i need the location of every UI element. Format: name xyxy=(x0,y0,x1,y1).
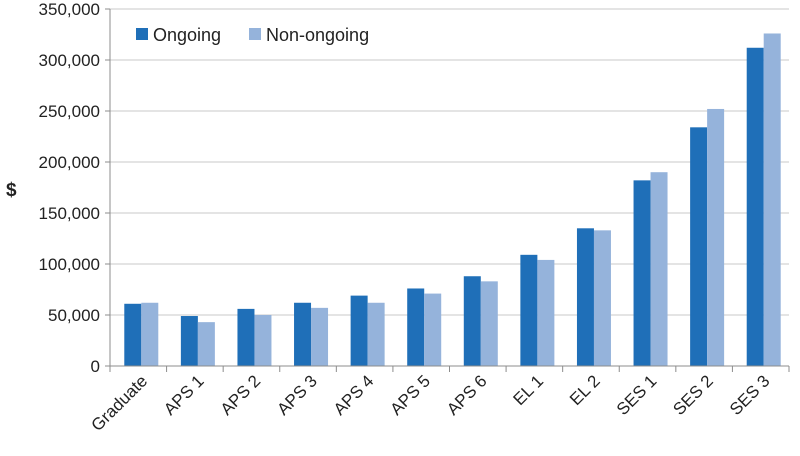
x-tick-label: APS 1 xyxy=(160,371,208,419)
x-tick-label: Graduate xyxy=(88,371,152,435)
axes xyxy=(105,8,790,372)
x-tick-label: APS 2 xyxy=(217,371,265,419)
y-tick-label: 0 xyxy=(91,357,100,376)
bar-ongoing xyxy=(237,308,255,366)
bar-non-ongoing xyxy=(707,108,725,367)
bar-ongoing xyxy=(350,295,368,366)
y-tick-label: 350,000 xyxy=(39,0,100,19)
bar-ongoing xyxy=(633,180,651,366)
x-tick-label: APS 3 xyxy=(273,371,321,419)
bar-ongoing xyxy=(690,127,708,366)
bar-non-ongoing xyxy=(424,293,442,366)
legend-swatch-ongoing xyxy=(136,28,148,40)
x-tick-label: APS 5 xyxy=(387,371,435,419)
x-tick-label: SES 3 xyxy=(726,371,774,419)
bar-ongoing xyxy=(407,288,425,366)
bar-non-ongoing xyxy=(197,322,215,366)
x-tick-label: APS 6 xyxy=(443,371,491,419)
legend: Ongoing Non-ongoing xyxy=(136,25,369,45)
bar-ongoing xyxy=(463,276,481,366)
bar-non-ongoing xyxy=(763,33,781,366)
bar-ongoing xyxy=(124,303,142,366)
bar-ongoing xyxy=(180,316,198,366)
bar-ongoing xyxy=(294,302,312,366)
bar-ongoing xyxy=(576,228,594,366)
y-tick-label: 150,000 xyxy=(39,204,100,223)
bar-non-ongoing xyxy=(650,172,668,366)
x-tick-label: SES 2 xyxy=(669,371,717,419)
bars xyxy=(124,33,781,367)
y-tick-label: 300,000 xyxy=(39,51,100,70)
x-tick-label: EL 2 xyxy=(566,371,604,409)
x-tick-labels: Graduate APS 1 APS 2 APS 3 APS 4 APS 5 APS 6 EL… xyxy=(88,371,774,435)
y-tick-label: 250,000 xyxy=(39,102,100,121)
bar-non-ongoing xyxy=(311,307,329,366)
bar-ongoing xyxy=(746,47,764,366)
bar-non-ongoing xyxy=(480,281,498,366)
bar-non-ongoing xyxy=(141,302,159,366)
bar-ongoing xyxy=(520,254,538,366)
y-tick-labels: 0 50,000 100,000 150,000 200,000 250,000 300,0… xyxy=(39,0,100,376)
y-tick-label: 100,000 xyxy=(39,255,100,274)
bar-non-ongoing xyxy=(537,259,555,366)
legend-swatch-non-ongoing xyxy=(249,28,261,40)
legend-label-non-ongoing: Non-ongoing xyxy=(266,25,369,45)
y-axis-label: $ xyxy=(6,180,17,201)
y-tick-label: 50,000 xyxy=(48,306,100,325)
bar-non-ongoing xyxy=(254,315,272,366)
x-tick-label: SES 1 xyxy=(613,371,661,419)
y-tick-label: 200,000 xyxy=(39,153,100,172)
x-tick-label: APS 4 xyxy=(330,371,378,419)
legend-label-ongoing: Ongoing xyxy=(153,25,221,45)
gridlines xyxy=(110,8,789,316)
bar-non-ongoing xyxy=(593,230,611,366)
x-tick-label: EL 1 xyxy=(509,371,547,409)
bar-non-ongoing xyxy=(367,302,385,366)
